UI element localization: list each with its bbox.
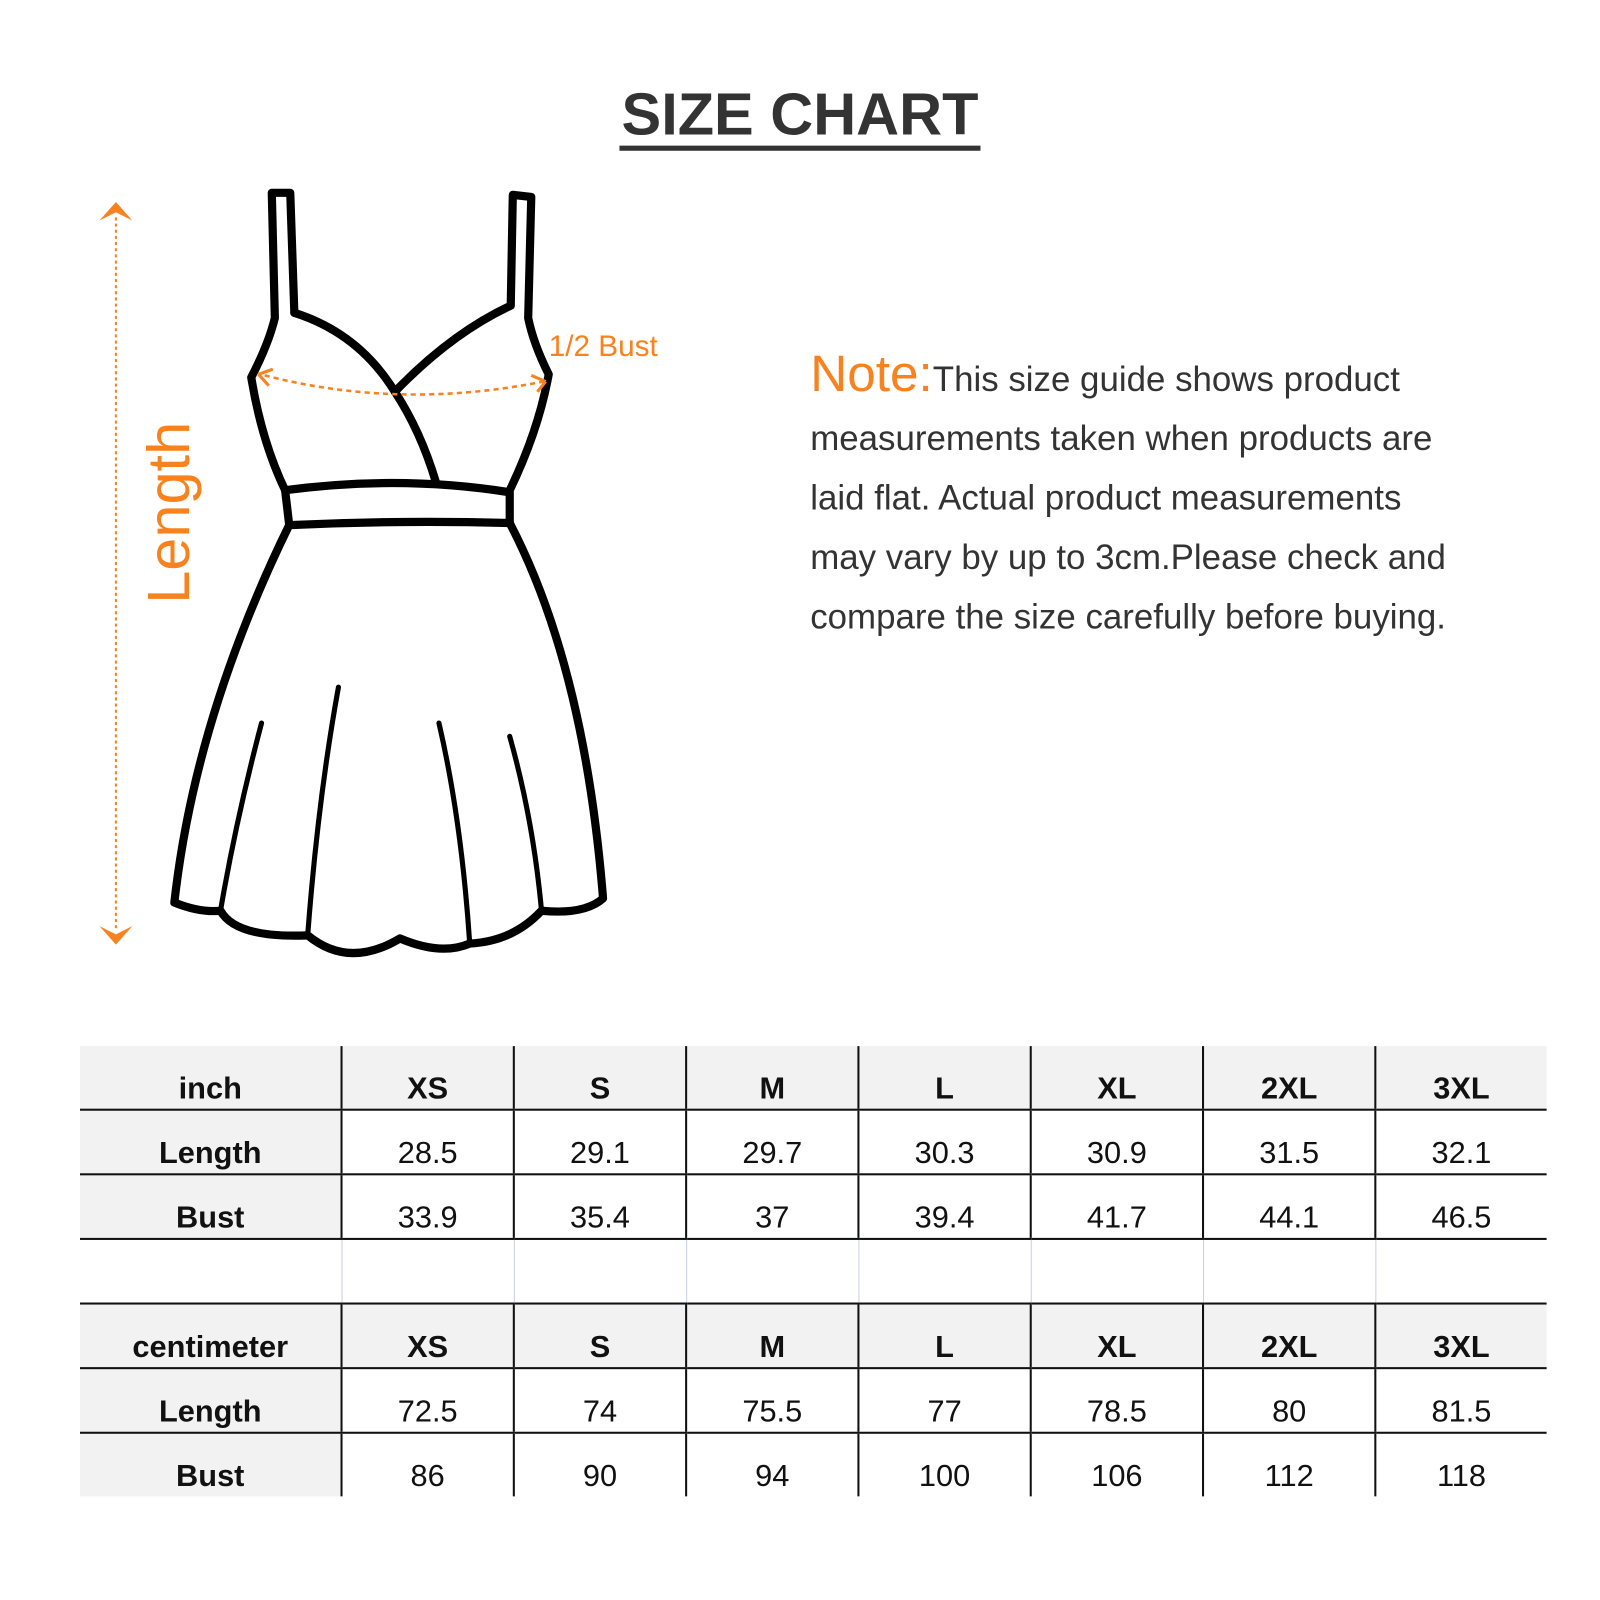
table-row: Length 28.5 29.1 29.7 30.3 30.9 31.5 32.…	[79, 1109, 1547, 1176]
dress-outline	[170, 188, 608, 958]
length-arrow	[99, 202, 133, 945]
page-title: SIZE CHART	[0, 80, 1600, 151]
dress-diagram	[99, 188, 608, 958]
note-lead: Note:	[810, 344, 933, 403]
bust-arrow	[257, 367, 547, 396]
note-text: Note:This size guide shows product measu…	[810, 344, 1446, 637]
length-label: Length	[135, 421, 203, 604]
table-row: Length 72.5 74 75.5 77 78.5 80 81.5	[79, 1368, 1547, 1434]
cm-header-row: centimeter XS S M L XL 2XL 3XL	[79, 1303, 1547, 1370]
size-table: inch XS S M L XL 2XL 3XL Length 28.5 29.…	[79, 1046, 1547, 1497]
table-row: Bust 33.9 35.4 37 39.4 41.7 44.1 46.5	[79, 1174, 1547, 1240]
bust-label: 1/2 Bust	[548, 330, 658, 364]
spacer-row	[79, 1238, 1547, 1305]
table-row: Bust 86 90 94 100 106 112 118	[79, 1432, 1547, 1497]
inch-header-row: inch XS S M L XL 2XL 3XL	[79, 1046, 1547, 1111]
